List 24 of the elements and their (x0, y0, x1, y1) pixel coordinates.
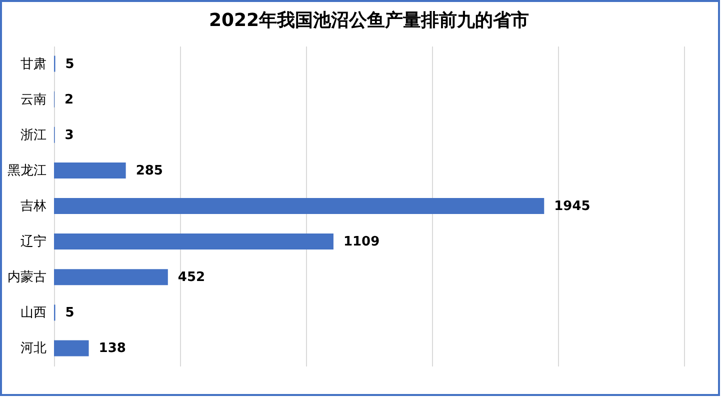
y-tick-label: 吉林 (20, 199, 46, 214)
y-tick-label: 河北 (20, 341, 46, 356)
y-tick-label: 黑龙江 (8, 163, 46, 178)
y-tick-label: 云南 (20, 92, 46, 108)
y-tick-label: 内蒙古 (8, 270, 46, 286)
data-label: 1945 (554, 199, 590, 214)
y-tick-label: 浙江 (20, 128, 46, 143)
bar (54, 198, 544, 214)
bar (54, 340, 89, 356)
y-tick-label: 甘肃 (20, 56, 46, 72)
chart-title: 2022年我国池沼公鱼产量排前九的省市 (208, 10, 530, 31)
y-tick-label: 山西 (20, 306, 46, 321)
data-label: 1109 (343, 234, 380, 250)
data-label: 3 (64, 128, 74, 143)
bar (54, 269, 168, 286)
y-tick-label: 辽宁 (20, 234, 46, 250)
data-label: 452 (178, 270, 206, 286)
data-label: 2 (64, 92, 74, 108)
bar (54, 234, 334, 250)
data-label: 285 (136, 163, 163, 178)
bar (54, 162, 126, 178)
data-label: 5 (65, 56, 74, 72)
data-label: 138 (98, 341, 126, 356)
data-label: 5 (65, 306, 74, 321)
